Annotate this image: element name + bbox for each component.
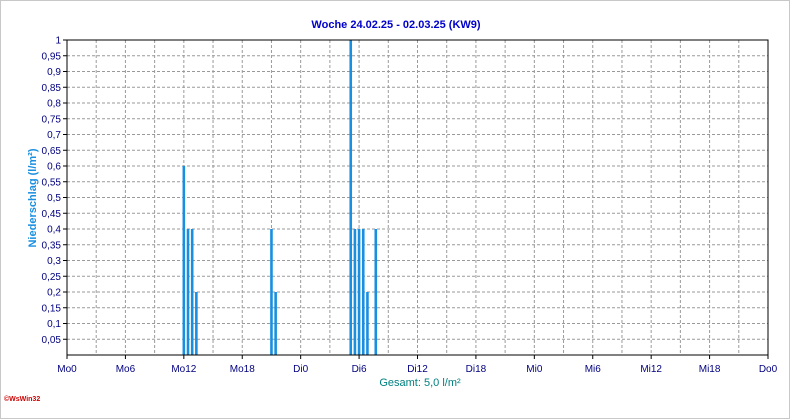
- precip-bar: [190, 229, 194, 355]
- y-tick-label: 0,5: [47, 193, 61, 204]
- precip-bar: [357, 229, 361, 355]
- y-tick-label: 0,3: [47, 256, 61, 267]
- y-tick-label: 0,45: [42, 209, 62, 220]
- y-tick-label: 0,05: [42, 335, 62, 346]
- x-tick-label: Di0: [293, 364, 308, 375]
- x-tick-label: Mo6: [116, 364, 136, 375]
- y-tick-label: 0,75: [42, 114, 62, 125]
- y-tick-label: 0,1: [47, 319, 61, 330]
- y-tick-label: 0,35: [42, 240, 62, 251]
- brand-logo-text: ©WsWin32: [4, 395, 40, 403]
- y-tick-label: 0,85: [42, 83, 62, 94]
- precip-bar: [353, 229, 357, 355]
- y-tick-label: 0,25: [42, 272, 62, 283]
- y-axis-label: Niederschlag (l/m²): [27, 148, 39, 247]
- y-tick-label: 0,6: [47, 162, 61, 173]
- x-tick-label: Mi12: [640, 364, 662, 375]
- y-tick-label: 0,7: [47, 130, 61, 141]
- precip-bar: [186, 229, 190, 355]
- y-tick-label: 0,9: [47, 67, 61, 78]
- precip-bar: [374, 229, 378, 355]
- x-tick-label: Do0: [759, 364, 778, 375]
- precip-bar: [274, 292, 277, 355]
- y-tick-label: 1: [55, 36, 61, 47]
- x-tick-label: Mo0: [57, 364, 77, 375]
- y-tick-label: 0,65: [42, 146, 62, 157]
- x-tick-label: Di12: [407, 364, 428, 375]
- x-tick-label: Di18: [466, 364, 487, 375]
- x-axis-ticks: Mo0 Mo6 Mo12 Mo18 Di0 Di6 Di12 Di18 Mi0 Mi6 Mi12 Mi…: [57, 355, 778, 375]
- grid-layer: [67, 39, 768, 355]
- x-tick-label: Mi18: [699, 364, 721, 375]
- x-tick-label: Mo12: [171, 364, 196, 375]
- precip-bar: [195, 292, 198, 355]
- x-tick-label: Di6: [352, 364, 367, 375]
- total-label: Gesamt: 5,0 l/m²: [379, 377, 461, 389]
- y-tick-label: 0,95: [42, 51, 62, 62]
- precip-bar: [182, 166, 186, 355]
- precip-bar: [366, 292, 369, 355]
- precip-bar: [270, 229, 273, 355]
- y-tick-label: 0,15: [42, 303, 62, 314]
- precip-bar: [361, 229, 365, 355]
- x-tick-label: Mi6: [585, 364, 602, 375]
- y-tick-label: 0,2: [47, 288, 61, 299]
- bar-layer: [182, 40, 378, 355]
- y-tick-label: 0,4: [47, 225, 61, 236]
- y-tick-label: 0,55: [42, 177, 62, 188]
- y-tick-label: 0,8: [47, 99, 61, 110]
- x-tick-label: Mi0: [526, 364, 543, 375]
- x-tick-label: Mo18: [230, 364, 255, 375]
- y-axis-ticks: 0,05 0,1 0,15 0,2 0,25 0,3 0,35 0,4 0,45 0,5 0,55 0…: [42, 36, 67, 346]
- chart-title: Woche 24.02.25 - 02.03.25 (KW9): [311, 19, 480, 31]
- precip-bar: [349, 40, 353, 355]
